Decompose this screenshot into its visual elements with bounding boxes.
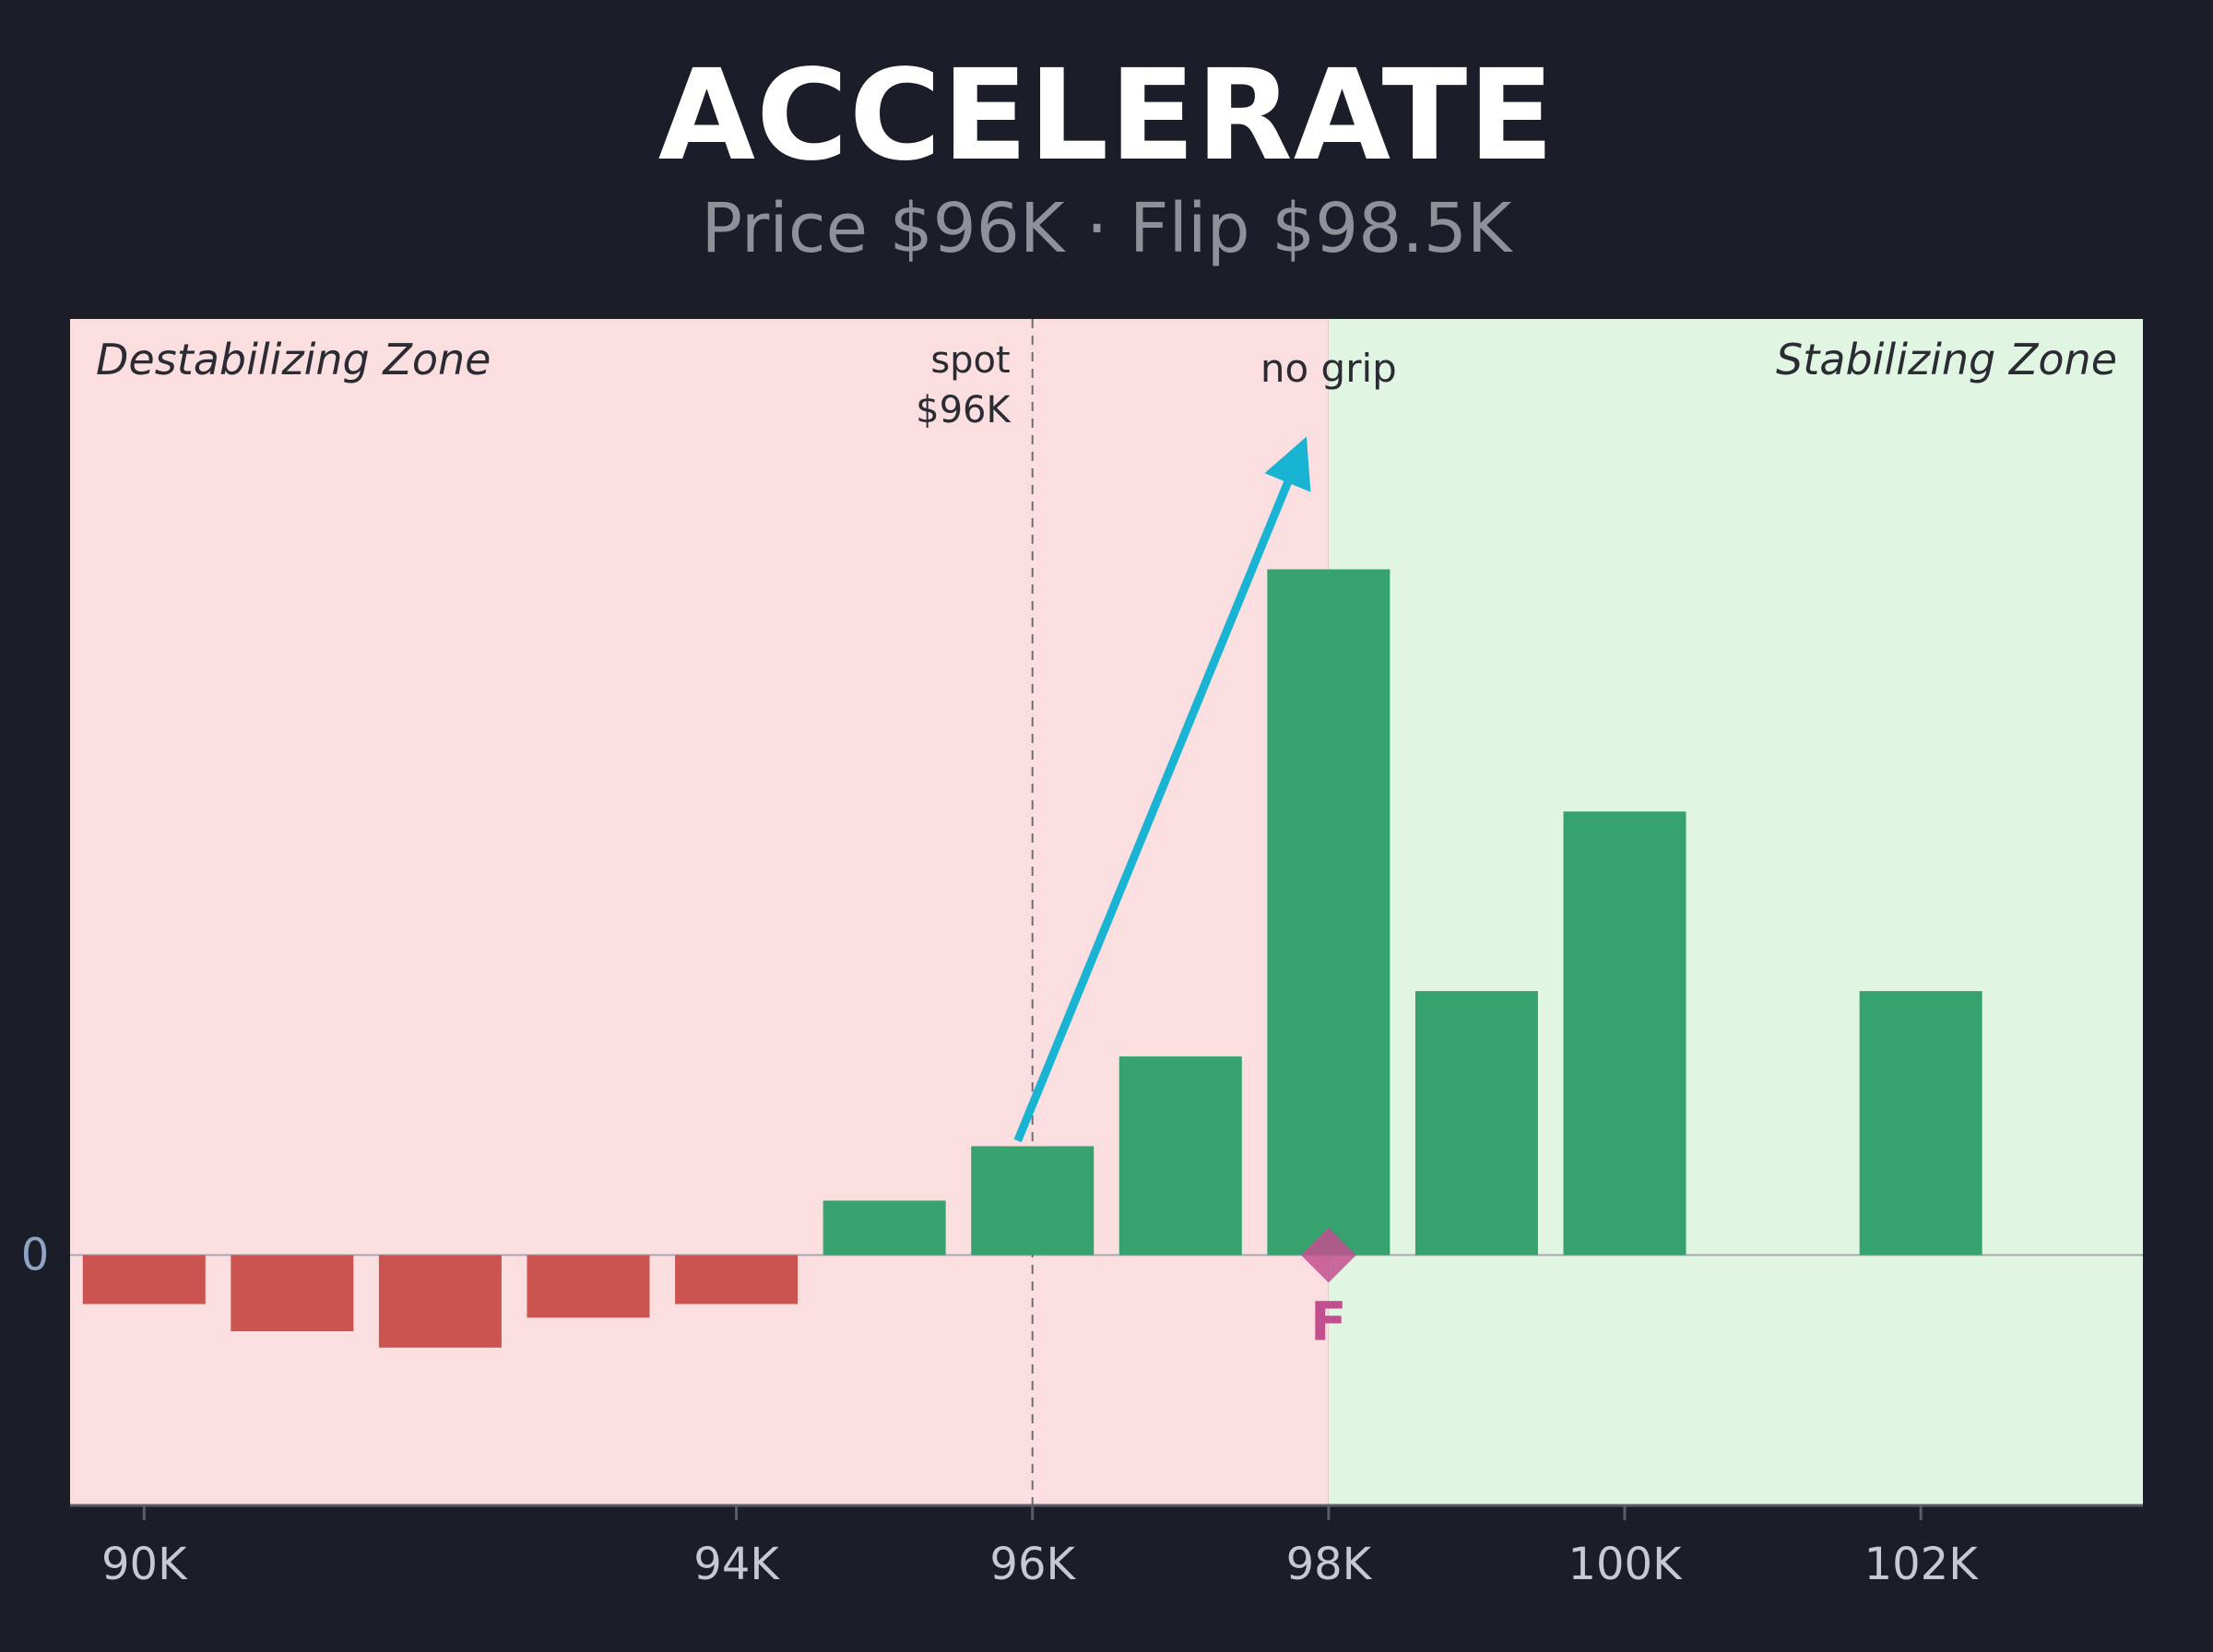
spot-label: spot — [930, 339, 1010, 382]
bar-negative — [675, 1255, 799, 1304]
x-tick-label: 96K — [989, 1539, 1076, 1590]
x-tick-label: 90K — [101, 1539, 188, 1590]
x-tick-label: 100K — [1568, 1539, 1683, 1590]
no-grip-label: no grip — [1260, 346, 1397, 391]
y-tick-label: 0 — [21, 1229, 50, 1280]
x-tick-label: 98K — [1286, 1539, 1373, 1590]
bar-positive — [1563, 811, 1686, 1256]
bar-negative — [378, 1255, 502, 1348]
flip-marker-diamond — [1300, 1227, 1356, 1283]
bar-positive — [822, 1200, 946, 1256]
chart-title: ACCELERATE — [657, 43, 1556, 189]
x-tick-label: 102K — [1864, 1539, 1980, 1590]
stabilizing-zone — [1328, 319, 2143, 1505]
no-grip-arrow — [1013, 436, 1311, 1143]
bar-positive — [971, 1146, 1095, 1256]
bar-positive — [1267, 569, 1391, 1256]
bar-negative — [527, 1255, 650, 1318]
bar-positive — [1859, 991, 1982, 1256]
flip-marker-label: F — [1310, 1290, 1347, 1352]
chart-subtitle: Price $96K · Flip $98.5K — [701, 189, 1512, 268]
x-tick-label: 94K — [693, 1539, 780, 1590]
spot-price-label: $96K — [916, 389, 1012, 431]
bar-positive — [1118, 1056, 1242, 1256]
bar-negative — [82, 1255, 206, 1304]
bar-negative — [231, 1255, 354, 1332]
bar-positive — [1414, 991, 1538, 1256]
stabilizing-zone-label: Stabilizing Zone — [1776, 335, 2117, 384]
destabilizing-zone-label: Destabilizing Zone — [96, 335, 491, 384]
